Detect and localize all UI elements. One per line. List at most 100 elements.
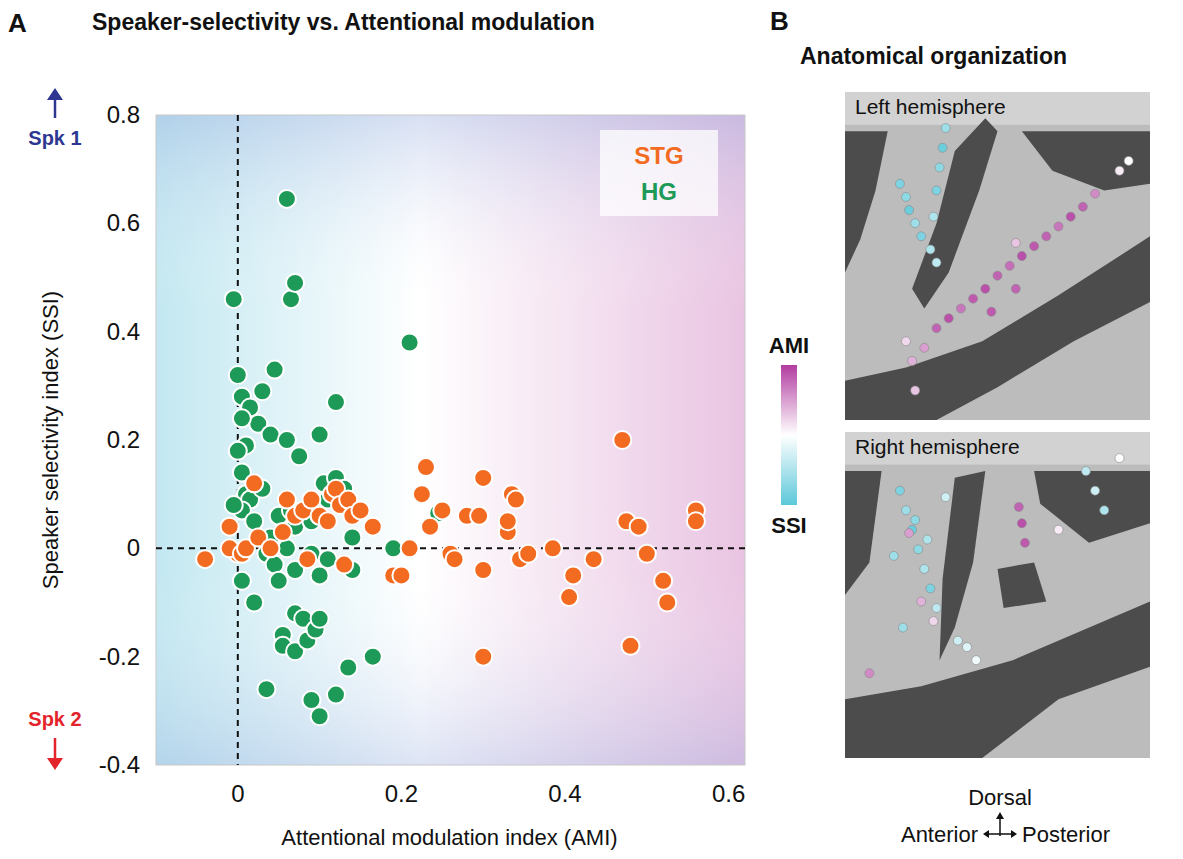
point xyxy=(225,290,243,308)
arrow-head xyxy=(47,88,63,100)
point xyxy=(474,648,492,666)
y-axis-title: Speaker selectivity index (SSI) xyxy=(38,291,63,589)
point xyxy=(311,426,329,444)
point xyxy=(470,507,488,525)
x-axis-title: Attentional modulation index (AMI) xyxy=(281,825,617,850)
point xyxy=(266,361,284,379)
electrode xyxy=(929,212,938,221)
electrode xyxy=(1066,212,1075,221)
brain-panel: Right hemisphere xyxy=(845,432,1150,758)
electrode xyxy=(1091,486,1100,495)
colorbar-label: SSI xyxy=(771,513,806,538)
electrode xyxy=(972,656,981,665)
point xyxy=(311,610,329,628)
panel-letter: A xyxy=(8,8,27,38)
electrode xyxy=(917,597,926,606)
electrode xyxy=(914,545,923,554)
electrode xyxy=(1115,454,1124,463)
sulcus xyxy=(845,131,888,272)
point xyxy=(613,431,631,449)
point xyxy=(225,496,243,514)
electrode xyxy=(1011,238,1020,247)
x-tick-label: 0.2 xyxy=(385,780,418,807)
point xyxy=(564,566,582,584)
electrode xyxy=(1124,156,1133,165)
point xyxy=(474,469,492,487)
electrode xyxy=(911,219,920,228)
electrode xyxy=(865,669,874,678)
electrode xyxy=(1054,525,1063,534)
gyrus xyxy=(845,432,1150,465)
point xyxy=(319,512,337,530)
orientation-label: Anterior xyxy=(901,822,978,847)
electrode xyxy=(1054,222,1063,231)
point xyxy=(290,447,308,465)
electrode xyxy=(938,143,947,152)
point xyxy=(262,426,280,444)
point xyxy=(421,518,439,536)
point xyxy=(302,691,320,709)
point xyxy=(327,686,345,704)
y-tick-label: 0 xyxy=(127,534,140,561)
point xyxy=(266,556,284,574)
orientation-arrow-head xyxy=(996,812,1004,819)
electrode xyxy=(1091,189,1100,198)
sulcus xyxy=(940,471,986,660)
electrode xyxy=(987,307,996,316)
legend-box xyxy=(600,130,718,216)
point xyxy=(335,556,353,574)
electrode xyxy=(895,486,904,495)
point xyxy=(327,393,345,411)
point xyxy=(417,458,435,476)
y-tick-label: 0.2 xyxy=(107,426,140,453)
electrode xyxy=(1081,467,1090,476)
point xyxy=(585,550,603,568)
point xyxy=(433,501,451,519)
sulcus xyxy=(845,602,1150,758)
annotation: Spk 2 xyxy=(28,708,81,730)
electrode xyxy=(902,337,911,346)
point xyxy=(507,491,525,509)
panel-title: Right hemisphere xyxy=(855,435,1020,458)
y-tick-label: 0.8 xyxy=(107,101,140,128)
y-tick-label: 0.6 xyxy=(107,209,140,236)
panel-letter: B xyxy=(770,6,789,36)
electrode xyxy=(1020,538,1029,547)
electrode xyxy=(932,186,941,195)
electrode xyxy=(911,516,920,525)
electrode xyxy=(908,356,917,365)
orientation-arrow-head xyxy=(1011,830,1017,838)
point xyxy=(401,539,419,557)
arrow-head xyxy=(47,758,63,770)
legend-entry: HG xyxy=(641,178,677,205)
point xyxy=(278,431,296,449)
electrode xyxy=(917,232,926,241)
point xyxy=(687,512,705,530)
electrode xyxy=(953,636,962,645)
point xyxy=(413,485,431,503)
point xyxy=(499,512,517,530)
point xyxy=(621,637,639,655)
annotation: Spk 1 xyxy=(28,127,81,149)
sulcus xyxy=(912,118,997,308)
point xyxy=(311,707,329,725)
title: Anatomical organization xyxy=(800,43,1067,69)
series-stg xyxy=(196,431,705,666)
electrode xyxy=(920,564,929,573)
point xyxy=(319,550,337,568)
electrode xyxy=(963,643,972,652)
point xyxy=(278,190,296,208)
gyrus xyxy=(845,92,1150,420)
point xyxy=(233,409,251,427)
point xyxy=(364,648,382,666)
electrode xyxy=(1100,506,1109,515)
point xyxy=(654,572,672,590)
point xyxy=(474,561,492,579)
point xyxy=(630,518,648,536)
x-tick-label: 0.4 xyxy=(548,780,581,807)
electrode xyxy=(981,284,990,293)
point xyxy=(229,366,247,384)
electrode xyxy=(956,304,965,313)
electrode xyxy=(1011,284,1020,293)
electrode xyxy=(902,192,911,201)
